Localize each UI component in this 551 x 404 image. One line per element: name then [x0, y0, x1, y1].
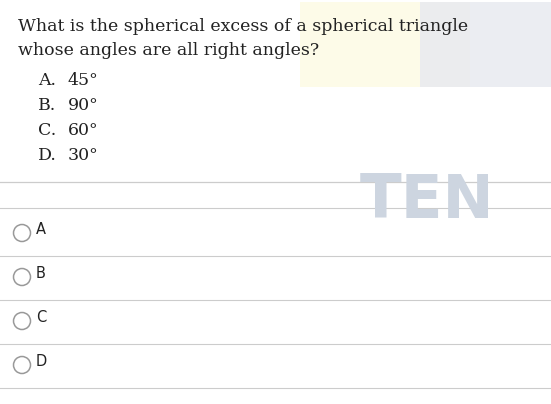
Text: 30°: 30°: [68, 147, 99, 164]
Text: C: C: [36, 310, 46, 325]
Text: B.: B.: [38, 97, 56, 114]
Text: TEN: TEN: [360, 172, 495, 231]
Bar: [420, 2, 551, 87]
Text: A.: A.: [38, 72, 56, 89]
Text: D.: D.: [38, 147, 57, 164]
Text: 45°: 45°: [68, 72, 99, 89]
Text: 60°: 60°: [68, 122, 99, 139]
Text: B: B: [36, 266, 46, 281]
Text: C.: C.: [38, 122, 56, 139]
Text: 90°: 90°: [68, 97, 99, 114]
Bar: [300, 2, 470, 87]
Text: What is the spherical excess of a spherical triangle: What is the spherical excess of a spheri…: [18, 18, 468, 35]
Text: A: A: [36, 222, 46, 237]
Text: whose angles are all right angles?: whose angles are all right angles?: [18, 42, 319, 59]
Text: D: D: [36, 354, 47, 369]
